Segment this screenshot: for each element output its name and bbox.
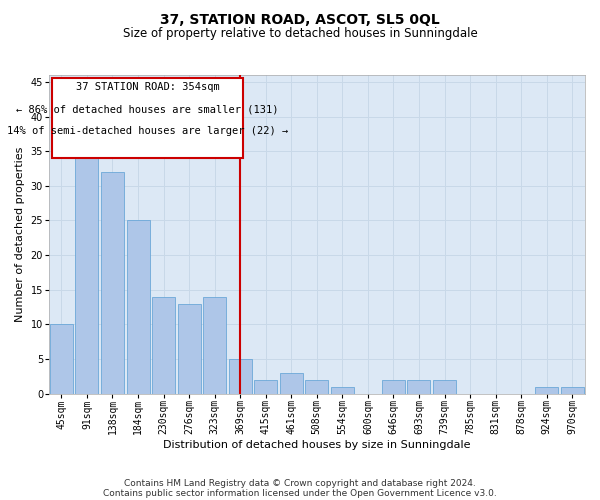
Text: 14% of semi-detached houses are larger (22) →: 14% of semi-detached houses are larger (… bbox=[7, 126, 288, 136]
Bar bbox=[229, 359, 251, 394]
Text: 37 STATION ROAD: 354sqm: 37 STATION ROAD: 354sqm bbox=[76, 82, 219, 92]
Text: Contains public sector information licensed under the Open Government Licence v3: Contains public sector information licen… bbox=[103, 488, 497, 498]
Bar bbox=[305, 380, 328, 394]
Y-axis label: Number of detached properties: Number of detached properties bbox=[15, 146, 25, 322]
Bar bbox=[254, 380, 277, 394]
Bar bbox=[76, 151, 98, 394]
Bar bbox=[280, 373, 303, 394]
Bar bbox=[178, 304, 200, 394]
X-axis label: Distribution of detached houses by size in Sunningdale: Distribution of detached houses by size … bbox=[163, 440, 470, 450]
Text: ← 86% of detached houses are smaller (131): ← 86% of detached houses are smaller (13… bbox=[16, 104, 278, 114]
Bar bbox=[50, 324, 73, 394]
Bar bbox=[127, 220, 149, 394]
Bar bbox=[407, 380, 430, 394]
Bar bbox=[152, 296, 175, 394]
Bar bbox=[101, 172, 124, 394]
Bar bbox=[331, 386, 354, 394]
Text: Contains HM Land Registry data © Crown copyright and database right 2024.: Contains HM Land Registry data © Crown c… bbox=[124, 478, 476, 488]
Text: Size of property relative to detached houses in Sunningdale: Size of property relative to detached ho… bbox=[122, 28, 478, 40]
Bar bbox=[382, 380, 405, 394]
Bar bbox=[535, 386, 558, 394]
Bar bbox=[203, 296, 226, 394]
Text: 37, STATION ROAD, ASCOT, SL5 0QL: 37, STATION ROAD, ASCOT, SL5 0QL bbox=[160, 12, 440, 26]
Bar bbox=[561, 386, 584, 394]
Bar bbox=[433, 380, 456, 394]
